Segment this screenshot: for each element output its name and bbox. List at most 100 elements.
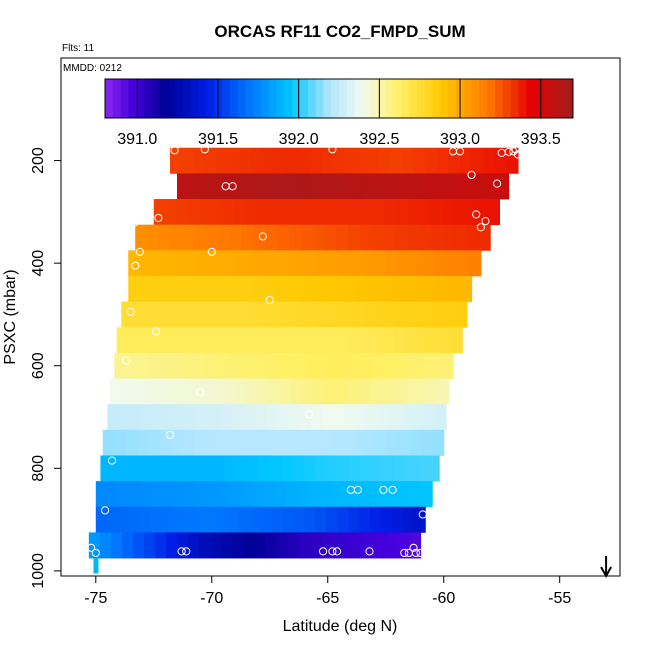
heatmap-cell <box>277 327 291 354</box>
heatmap-cell <box>358 378 370 405</box>
heatmap-cell <box>277 224 290 251</box>
heatmap-cell <box>343 147 357 174</box>
heatmap-cell <box>186 404 199 431</box>
heatmap-cell <box>420 301 433 328</box>
heatmap-cell <box>454 224 468 251</box>
x-axis-label: Latitude (deg N) <box>283 618 398 635</box>
heatmap-cell <box>437 378 449 405</box>
heatmap-cell <box>234 199 247 226</box>
heatmap-cell <box>375 250 388 277</box>
plot-frame <box>60 57 621 577</box>
heatmap-cell <box>378 404 391 431</box>
heatmap-cell <box>315 506 327 533</box>
colorbar-segment <box>534 79 543 118</box>
heatmap-cell <box>398 173 410 200</box>
colorbar-segment <box>541 79 551 118</box>
heatmap-cell <box>334 275 347 303</box>
heatmap-cell <box>128 250 141 277</box>
heatmap-cell <box>272 352 285 379</box>
heatmap-cell <box>259 301 272 328</box>
heatmap-cell <box>263 481 276 508</box>
heatmap-cell <box>205 506 218 533</box>
sample-point <box>365 547 374 556</box>
colorbar-segment <box>565 79 574 118</box>
colorbar-segment <box>245 79 254 118</box>
heatmap-cell <box>196 275 209 303</box>
heatmap-cell <box>328 352 341 379</box>
heatmap-cell <box>386 250 400 277</box>
heatmap-cell <box>274 147 287 174</box>
heatmap-cell <box>197 327 210 354</box>
colorbar-segment <box>549 79 558 118</box>
colorbar-tick-label: 393.0 <box>440 131 480 148</box>
heatmap-cell <box>88 532 101 559</box>
heatmap-cell <box>172 506 185 533</box>
heatmap-cell <box>324 378 337 405</box>
heatmap-cell <box>207 481 220 508</box>
heatmap-cell <box>331 173 344 200</box>
heatmap-cell <box>261 352 273 379</box>
heatmap-cell <box>220 327 233 354</box>
heatmap-cell <box>303 455 316 482</box>
heatmap-cell <box>339 250 353 277</box>
sample-point <box>126 307 135 316</box>
colorbar-segment <box>151 79 161 118</box>
colorbar-segment <box>409 79 418 118</box>
heatmap-cell <box>276 532 289 559</box>
heatmap-cell <box>292 455 305 482</box>
heatmap-cell <box>385 352 398 379</box>
heatmap-cell <box>338 199 351 226</box>
heatmap-cell <box>413 147 426 174</box>
heatmap-cell <box>224 455 237 482</box>
sample-point <box>492 179 502 188</box>
heatmap-cell <box>285 147 299 174</box>
heatmap-cell <box>271 506 284 533</box>
heatmap-cell <box>324 224 337 251</box>
chart-title: ORCAS RF11 CO2_FMPD_SUM <box>214 22 465 41</box>
heatmap-cell <box>139 327 152 354</box>
heatmap-cell <box>162 275 175 303</box>
heatmap-cell <box>363 301 376 328</box>
heatmap-cell <box>442 173 454 200</box>
heatmap-cell <box>294 352 307 379</box>
heatmap-cell <box>409 173 421 200</box>
sample-point <box>481 216 490 226</box>
heatmap-cell <box>199 199 212 226</box>
heatmap-cell <box>166 532 178 559</box>
sample-point <box>154 213 163 223</box>
date-label: MMDD: 0212 <box>63 63 122 74</box>
colorbar-segment <box>183 79 192 118</box>
heatmap-cell <box>427 327 440 354</box>
heatmap-cell <box>398 532 411 559</box>
heatmap-cell <box>294 301 307 328</box>
heatmap-cell <box>355 404 368 431</box>
heatmap-cell <box>277 275 290 303</box>
heatmap-cell <box>176 199 189 226</box>
heatmap-cell <box>176 173 189 200</box>
heatmap-cell <box>159 352 172 379</box>
colorbar-segment <box>510 79 519 118</box>
colorbar-segment <box>448 79 457 118</box>
heatmap-cell <box>269 250 282 277</box>
heatmap-cell <box>307 429 320 456</box>
heatmap-cell <box>471 147 484 174</box>
heatmap-cell <box>390 147 403 174</box>
heatmap-cell <box>153 199 166 226</box>
colorbar-segment <box>128 79 137 118</box>
heatmap-cell <box>211 378 224 405</box>
heatmap-cell <box>416 455 429 482</box>
sample-point <box>400 548 409 558</box>
heatmap-cell <box>213 301 226 328</box>
heatmap-cell <box>221 173 233 200</box>
heatmap-cell <box>182 429 195 456</box>
heatmap-cell <box>158 224 172 251</box>
heatmap-cell <box>239 429 252 456</box>
heatmap-cell <box>373 352 386 379</box>
heatmap-cell <box>320 173 333 200</box>
sample-point <box>163 175 172 185</box>
heatmap-cell <box>151 250 165 277</box>
heatmap-cell <box>303 199 316 226</box>
heatmap-cell <box>351 352 364 379</box>
heatmap-cell <box>337 455 350 482</box>
sample-point <box>388 485 397 494</box>
